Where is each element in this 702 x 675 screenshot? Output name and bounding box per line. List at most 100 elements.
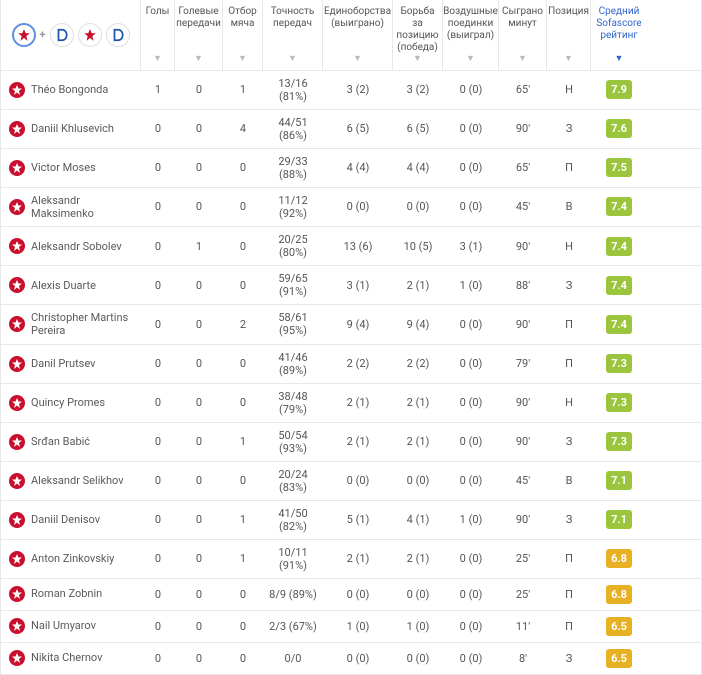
rating-badge: 7.6 — [606, 119, 632, 138]
table-row[interactable]: Christopher Martins Pereira00258/61 (95%… — [1, 305, 701, 344]
cell-duels: 13 (6) — [323, 234, 393, 259]
header-pos-duels[interactable]: Борьба запозицию(победа)▼ — [393, 0, 443, 70]
team-dynamo-1[interactable] — [50, 23, 74, 47]
cell-assists: 0 — [175, 351, 223, 376]
cell-pos-duels: 9 (4) — [393, 312, 443, 337]
cell-duels: 1 (0) — [323, 614, 393, 639]
cell-aerial: 1 (0) — [443, 507, 499, 532]
cell-position: П — [547, 546, 591, 571]
cell-rating: 6.8 — [591, 579, 647, 610]
cell-pass-acc: 44/51 (86%) — [263, 110, 323, 148]
rating-badge: 7.5 — [606, 158, 632, 177]
cell-duels: 4 (4) — [323, 155, 393, 180]
cell-duels: 2 (1) — [323, 546, 393, 571]
cell-duels: 3 (1) — [323, 273, 393, 298]
cell-tackles: 1 — [223, 77, 263, 102]
team-logo-icon — [9, 316, 25, 332]
cell-minutes: 65' — [499, 155, 547, 180]
header-aerial[interactable]: Воздушныепоединки(выиграл)▼ — [443, 0, 499, 70]
player-cell: Daniil Khlusevich — [1, 115, 141, 143]
cell-tackles: 0 — [223, 582, 263, 607]
table-row[interactable]: Danil Prutsev00041/46 (89%)2 (2)2 (2)0 (… — [1, 345, 701, 384]
rating-badge: 6.5 — [606, 617, 632, 636]
team-logo-icon — [9, 238, 25, 254]
player-name: Christopher Martins Pereira — [31, 311, 135, 337]
cell-rating: 7.3 — [591, 426, 647, 457]
cell-goals: 0 — [141, 155, 175, 180]
table-row[interactable]: Anton Zinkovskiy00110/11 (91%)2 (1)2 (1)… — [1, 540, 701, 579]
cell-rating: 7.6 — [591, 113, 647, 144]
rating-badge: 7.3 — [606, 432, 632, 451]
cell-pos-duels: 0 (0) — [393, 646, 443, 671]
cell-goals: 0 — [141, 614, 175, 639]
table-row[interactable]: Quincy Promes00038/48 (79%)2 (1)2 (1)0 (… — [1, 384, 701, 423]
header-tackles[interactable]: Отбормяча▼ — [223, 0, 263, 70]
cell-duels: 5 (1) — [323, 507, 393, 532]
cell-aerial: 0 (0) — [443, 546, 499, 571]
team-logo-icon — [9, 551, 25, 567]
header-duels[interactable]: Единоборства(выиграно)▼ — [323, 0, 393, 70]
player-name: Quincy Promes — [31, 396, 105, 409]
player-cell: Alexis Duarte — [1, 271, 141, 299]
cell-goals: 0 — [141, 429, 175, 454]
table-row[interactable]: Aleksandr Sobolev01020/25 (80%)13 (6)10 … — [1, 227, 701, 266]
header-assists[interactable]: Голевыепередачи▼ — [175, 0, 223, 70]
cell-pass-acc: 41/50 (82%) — [263, 501, 323, 539]
player-name: Aleksandr Selikhov — [31, 474, 124, 487]
cell-position: З — [547, 273, 591, 298]
table-row[interactable]: Daniil Denisov00141/50 (82%)5 (1)4 (1)1 … — [1, 501, 701, 540]
table-row[interactable]: Aleksandr Selikhov00020/24 (83%)0 (0)0 (… — [1, 462, 701, 501]
cell-goals: 1 — [141, 77, 175, 102]
cell-aerial: 0 (0) — [443, 155, 499, 180]
cell-aerial: 1 (0) — [443, 273, 499, 298]
rating-badge: 7.1 — [606, 471, 632, 490]
header-position[interactable]: Позиция▼ — [547, 0, 591, 70]
header-rating[interactable]: СреднийSofascoreрейтинг▼ — [591, 0, 647, 70]
team-logo-icon — [9, 618, 25, 634]
cell-pos-duels: 6 (5) — [393, 116, 443, 141]
cell-rating: 7.3 — [591, 348, 647, 379]
cell-position: Н — [547, 390, 591, 415]
cell-minutes: 11' — [499, 614, 547, 639]
cell-pass-acc: 29/33 (88%) — [263, 149, 323, 187]
cell-aerial: 3 (1) — [443, 234, 499, 259]
table-row[interactable]: Aleksandr Maksimenko00011/12 (92%)0 (0)0… — [1, 188, 701, 227]
team-dynamo-2[interactable] — [106, 23, 130, 47]
header-goals[interactable]: Голы▼ — [141, 0, 175, 70]
cell-minutes: 65' — [499, 77, 547, 102]
table-row[interactable]: Victor Moses00029/33 (88%)4 (4)4 (4)0 (0… — [1, 149, 701, 188]
cell-tackles: 0 — [223, 468, 263, 493]
cell-aerial: 0 (0) — [443, 390, 499, 415]
cell-aerial: 0 (0) — [443, 312, 499, 337]
team-logo-icon — [9, 473, 25, 489]
header-minutes[interactable]: Сыграноминут▼ — [499, 0, 547, 70]
team-spartak-2[interactable] — [78, 23, 102, 47]
team-logo-icon — [9, 121, 25, 137]
table-row[interactable]: Roman Zobnin0008/9 (89%)0 (0)0 (0)0 (0)2… — [1, 579, 701, 611]
rating-badge: 7.3 — [606, 393, 632, 412]
cell-assists: 0 — [175, 546, 223, 571]
table-row[interactable]: Daniil Khlusevich00444/51 (86%)6 (5)6 (5… — [1, 110, 701, 149]
table-row[interactable]: Alexis Duarte00059/65 (91%)3 (1)2 (1)1 (… — [1, 266, 701, 305]
table-row[interactable]: Nikita Chernov0000/00 (0)0 (0)0 (0)8'З6.… — [1, 643, 701, 675]
table-row[interactable]: Srđan Babić00150/54 (93%)2 (1)2 (1)0 (0)… — [1, 423, 701, 462]
cell-pos-duels: 4 (1) — [393, 507, 443, 532]
header-pass-acc[interactable]: Точностьпередач▼ — [263, 0, 323, 70]
cell-tackles: 0 — [223, 155, 263, 180]
cell-minutes: 90' — [499, 116, 547, 141]
table-row[interactable]: Nail Umyarov0002/3 (67%)1 (0)1 (0)0 (0)1… — [1, 611, 701, 643]
cell-pos-duels: 2 (2) — [393, 351, 443, 376]
team-logo-icon — [9, 277, 25, 293]
table-row[interactable]: Théo Bongonda10113/16 (81%)3 (2)3 (2)0 (… — [1, 71, 701, 110]
cell-minutes: 90' — [499, 390, 547, 415]
player-cell: Nikita Chernov — [1, 644, 141, 672]
cell-pass-acc: 58/61 (95%) — [263, 305, 323, 343]
team-spartak-selected[interactable] — [12, 23, 36, 47]
sort-icon: ▼ — [564, 54, 573, 68]
player-name: Daniil Denisov — [31, 513, 100, 526]
cell-duels: 0 (0) — [323, 468, 393, 493]
rating-badge: 7.9 — [606, 80, 632, 99]
cell-pos-duels: 0 (0) — [393, 194, 443, 219]
player-cell: Anton Zinkovskiy — [1, 545, 141, 573]
cell-assists: 0 — [175, 312, 223, 337]
